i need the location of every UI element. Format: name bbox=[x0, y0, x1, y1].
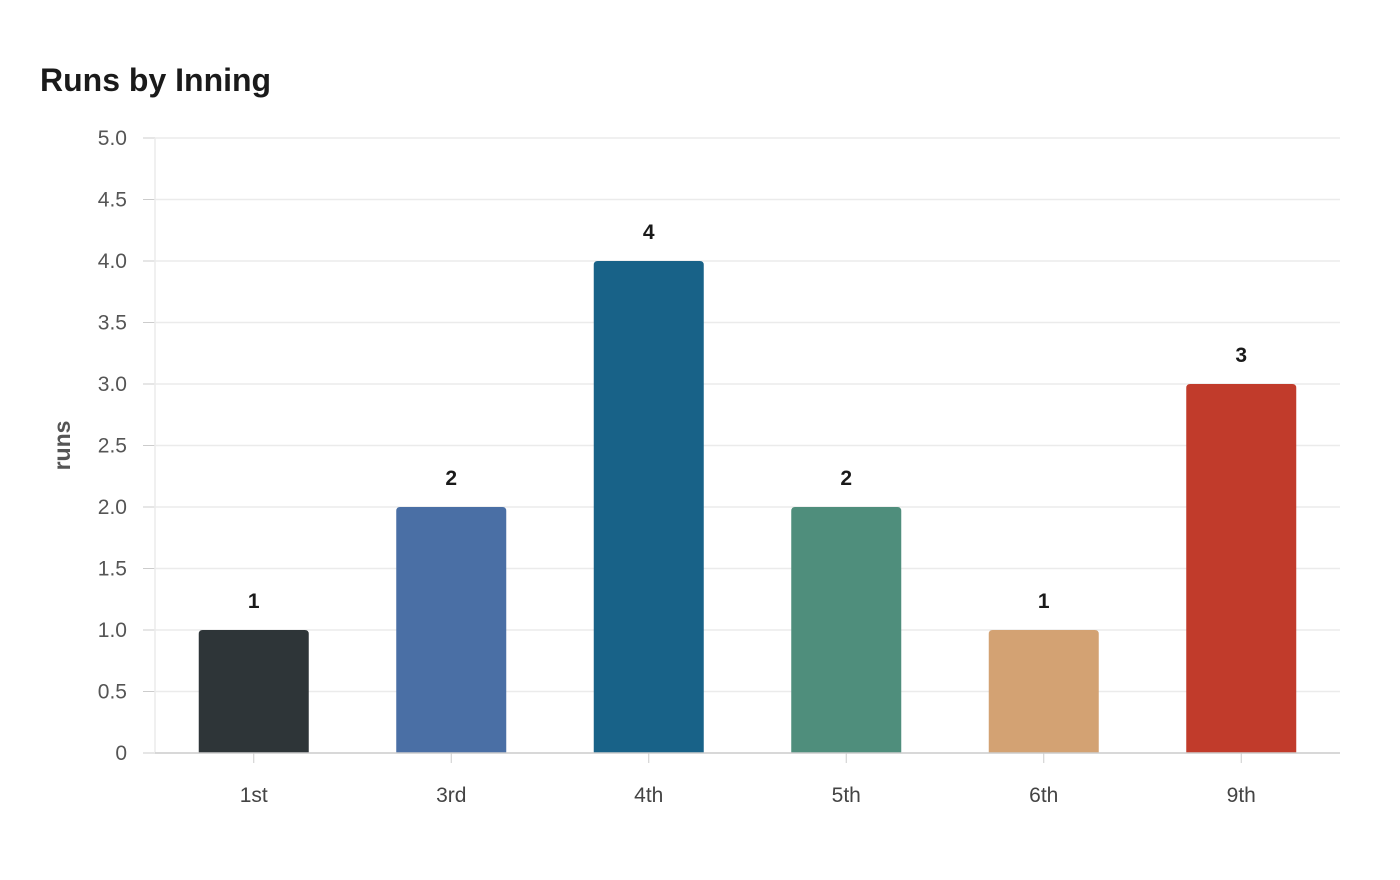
x-tick-label-6th: 6th bbox=[1029, 784, 1058, 807]
y-tick-label: 0 bbox=[115, 742, 127, 765]
value-label-6th: 1 bbox=[1038, 590, 1050, 613]
y-axis-title: runs bbox=[49, 421, 75, 471]
x-tick-label-5th: 5th bbox=[832, 784, 861, 807]
value-label-1st: 1 bbox=[248, 590, 260, 613]
x-tick-label-9th: 9th bbox=[1227, 784, 1256, 807]
x-axis-ticks: 1st 3rd 4th 5th 6th 9th bbox=[240, 753, 1256, 807]
bar-6th bbox=[988, 630, 1099, 753]
x-tick-label-3rd: 3rd bbox=[436, 784, 466, 807]
x-tick-label-1st: 1st bbox=[240, 784, 268, 807]
y-tick-label: 1.5 bbox=[98, 558, 127, 581]
y-tick-label: 4.5 bbox=[98, 189, 127, 212]
bar-9th bbox=[1186, 384, 1297, 753]
x-tick-label-4th: 4th bbox=[634, 784, 663, 807]
value-label-9th: 3 bbox=[1235, 344, 1247, 367]
grid-lines bbox=[155, 137, 1340, 693]
y-tick-label: 3.0 bbox=[98, 373, 127, 396]
y-axis-ticks: 0 0.5 1.0 1.5 2.0 2.5 3.0 3.5 4.0 4.5 5.0 bbox=[98, 127, 155, 765]
y-tick-label: 0.5 bbox=[98, 681, 127, 704]
bar-1st bbox=[198, 630, 309, 753]
value-label-4th: 4 bbox=[643, 221, 655, 244]
value-label-3rd: 2 bbox=[445, 467, 457, 490]
bar-3rd bbox=[396, 507, 507, 753]
y-tick-label: 1.0 bbox=[98, 619, 127, 642]
y-tick-label: 2.0 bbox=[98, 496, 127, 519]
y-tick-label: 3.5 bbox=[98, 312, 127, 335]
y-tick-label: 2.5 bbox=[98, 435, 127, 458]
value-label-5th: 2 bbox=[840, 467, 852, 490]
chart-title: Runs by Inning bbox=[40, 62, 272, 98]
y-tick-label: 4.0 bbox=[98, 250, 127, 273]
bar-4th bbox=[593, 261, 704, 753]
bar-5th bbox=[791, 507, 902, 753]
bars bbox=[198, 261, 1297, 753]
value-labels: 1 2 4 2 1 3 bbox=[248, 221, 1247, 613]
y-tick-label: 5.0 bbox=[98, 127, 127, 150]
